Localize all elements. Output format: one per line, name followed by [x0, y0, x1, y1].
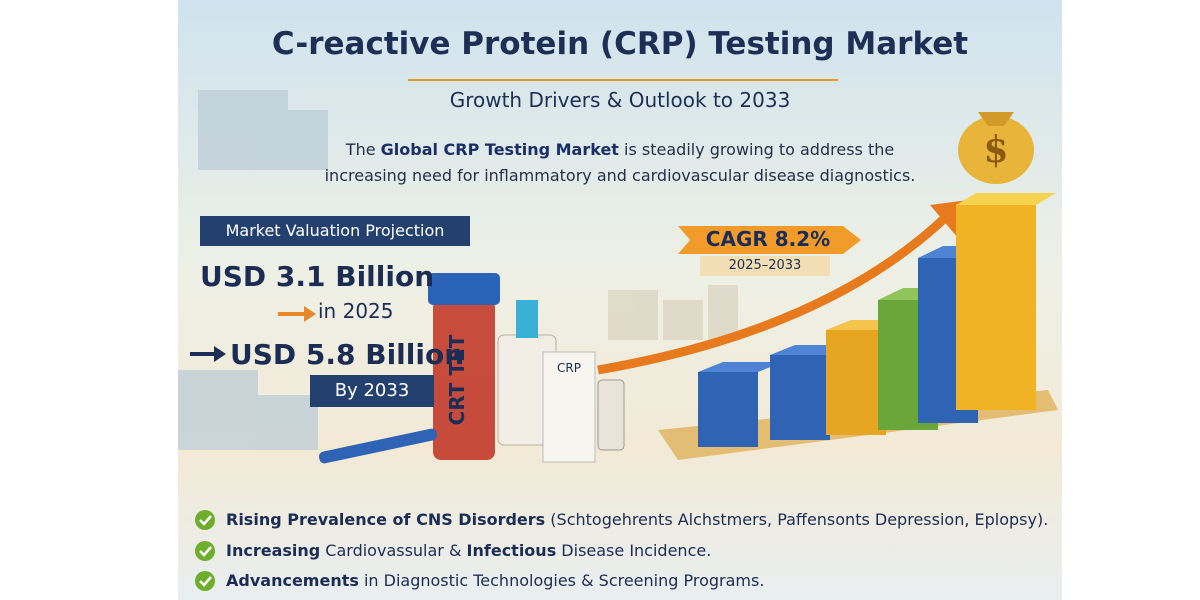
- test-products: [318, 273, 625, 464]
- infographic: $ CRT TET CRP C-reactive Protein (CRP) T…: [178, 0, 1062, 600]
- end-value: USD 5.8 Billion: [230, 338, 465, 371]
- start-year: in 2025: [318, 299, 394, 323]
- bullet: Advancements in Diagnostic Technologies …: [226, 571, 764, 590]
- cagr-period: 2025–2033: [700, 256, 830, 276]
- text-segment: Increasing: [226, 541, 321, 560]
- text-segment: Rising Prevalence of CNS Disorders: [226, 510, 546, 529]
- city-mid: [608, 285, 738, 340]
- text-segment: increasing need for inflammatory and car…: [324, 166, 916, 185]
- money-bag: $: [958, 112, 1034, 184]
- start-value: USD 3.1 Billion: [200, 260, 435, 293]
- subtitle: Growth Drivers & Outlook to 2033: [449, 88, 791, 112]
- end-year: By 2033: [310, 375, 434, 407]
- text-segment: Global CRP Testing Market: [380, 140, 619, 159]
- bullet: Increasing Cardiovassular & Infectious D…: [226, 541, 711, 560]
- cagr-label: CAGR 8.2%: [705, 227, 831, 251]
- text-segment: in Diagnostic Technologies & Screening P…: [358, 571, 765, 590]
- tube-label: CRT TET: [445, 334, 469, 425]
- growth-arrow: [597, 211, 952, 375]
- title: C-reactive Protein (CRP) Testing Market: [271, 26, 969, 62]
- arrow-2033: [190, 346, 226, 362]
- description-line: increasing need for inflammatory and car…: [178, 166, 1062, 185]
- text-segment: Cardiovassular &: [320, 541, 467, 560]
- cagr-arrow: [678, 226, 861, 254]
- text-segment: Infectious: [466, 541, 557, 560]
- background-art: $ CRT TET CRP: [178, 0, 1062, 600]
- city-left: [178, 90, 328, 450]
- svg-text:$: $: [983, 129, 1008, 171]
- text-segment: Advancements: [226, 571, 359, 590]
- bars: [698, 193, 1056, 447]
- arrow-2025: [278, 306, 316, 322]
- text-segment: The: [345, 140, 381, 159]
- text-segment: is steadily growing to address the: [618, 140, 895, 159]
- bullet-checks: [195, 510, 215, 591]
- text-segment: (Schtogehrents Alchstmers, Paffensonts D…: [545, 510, 1049, 529]
- description-line: The Global CRP Testing Market is steadil…: [178, 140, 1062, 159]
- text-segment: Disease Incidence.: [556, 541, 712, 560]
- valuation-heading: Market Valuation Projection: [200, 216, 470, 246]
- bullet: Rising Prevalence of CNS Disorders (Scht…: [226, 510, 1048, 529]
- kit-label: CRP: [557, 361, 581, 375]
